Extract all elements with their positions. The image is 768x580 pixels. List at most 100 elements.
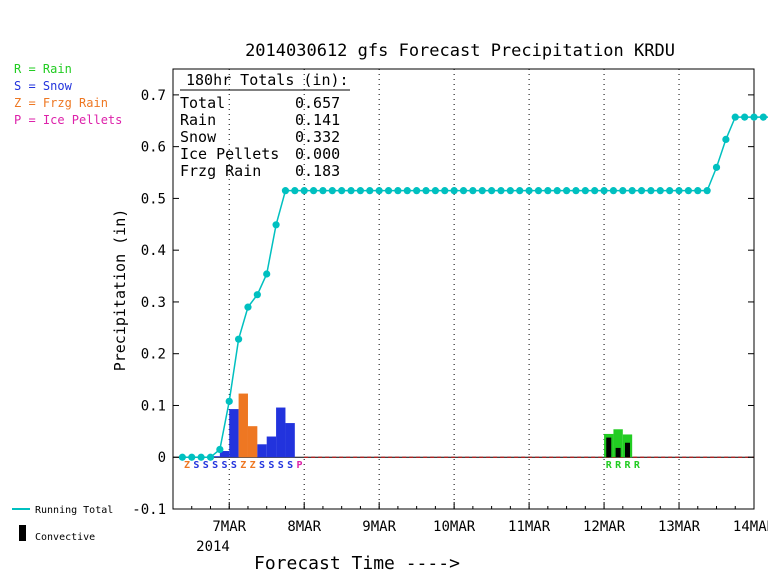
precip-type-letter: S bbox=[231, 460, 237, 471]
running-total-point bbox=[300, 187, 308, 195]
running-total-point bbox=[450, 187, 458, 195]
x-tick-label: 8MAR bbox=[287, 519, 321, 535]
precip-type-letter: S bbox=[212, 460, 218, 471]
y-tick-label: -0.1 bbox=[132, 502, 166, 518]
running-total-point bbox=[637, 187, 646, 195]
running-total-point bbox=[591, 187, 599, 195]
x-axis-ticks: 7MAR 8MAR 9MAR 10MAR 11MAR 12MAR 13MAR 14MAR bbox=[191, 502, 768, 535]
precip-type-letter: S bbox=[259, 460, 265, 471]
running-total-point bbox=[319, 187, 327, 195]
precip-bar-z bbox=[238, 393, 248, 458]
running-total-point bbox=[684, 187, 693, 195]
precip-bar-s bbox=[266, 436, 277, 458]
totals-value-total: 0.657 bbox=[295, 94, 340, 112]
y-tick-label: 0.3 bbox=[141, 295, 166, 311]
x-axis-label: Forecast Time ----> bbox=[254, 553, 460, 574]
running-total-point bbox=[338, 187, 346, 195]
running-total-point bbox=[478, 187, 486, 195]
running-total-legend-label: Running Total bbox=[35, 505, 113, 516]
precip-type-letter: S bbox=[203, 460, 209, 471]
y-tick-label: 0.1 bbox=[141, 398, 166, 414]
running-total-point bbox=[600, 187, 608, 195]
y-axis-label: Precipitation (in) bbox=[111, 209, 129, 372]
running-total-point bbox=[272, 221, 280, 229]
precip-type-letter: S bbox=[193, 460, 199, 471]
x-tick-label: 7MAR bbox=[212, 519, 246, 535]
running-total-point bbox=[263, 270, 271, 278]
precip-bar-z bbox=[247, 426, 258, 458]
running-total-point bbox=[759, 113, 767, 121]
legend-rain: R = Rain bbox=[14, 62, 72, 76]
running-total-point bbox=[234, 335, 243, 343]
running-total-point bbox=[562, 187, 571, 195]
y-axis-ticks: 0.7 0.6 0.5 0.4 0.3 0.2 0.1 0 -0.1 bbox=[132, 88, 754, 518]
running-total-point bbox=[253, 291, 261, 299]
totals-box: 180hr Totals (in): Total 0.657 Rain 0.14… bbox=[180, 71, 350, 180]
running-total-point bbox=[694, 187, 702, 195]
precip-type-letter: R bbox=[634, 460, 641, 471]
running-total-point bbox=[750, 113, 758, 121]
running-total-point bbox=[394, 187, 402, 195]
precip-type-letter: S bbox=[222, 460, 228, 471]
x-tick-label: 11MAR bbox=[508, 519, 551, 535]
running-total-point bbox=[431, 187, 439, 195]
running-total-point bbox=[703, 187, 711, 195]
running-total-point bbox=[656, 187, 664, 195]
running-total-point bbox=[497, 187, 505, 195]
precip-bar-s bbox=[276, 407, 286, 458]
x-tick-label: 9MAR bbox=[362, 519, 396, 535]
precip-type-letter: P bbox=[296, 460, 302, 471]
running-total-point bbox=[675, 187, 683, 195]
running-total-point bbox=[197, 453, 205, 461]
y-tick-label: 0 bbox=[158, 450, 166, 466]
running-total-point bbox=[647, 187, 655, 195]
series-legend: Running Total Convective bbox=[12, 505, 113, 543]
y-tick-label: 0.5 bbox=[141, 191, 166, 207]
x-tick-label: 12MAR bbox=[583, 519, 626, 535]
convective-legend-swatch bbox=[19, 525, 26, 541]
precip-bar-s bbox=[219, 451, 230, 458]
running-total-point bbox=[553, 187, 561, 195]
precip-type-letter: R bbox=[624, 460, 631, 471]
precip-type-letter: Z bbox=[184, 460, 190, 471]
precip-bar-r bbox=[613, 429, 623, 458]
running-total-point bbox=[281, 187, 290, 195]
running-total-point bbox=[188, 453, 196, 461]
running-total-point bbox=[225, 397, 233, 405]
totals-value-rain: 0.141 bbox=[295, 111, 340, 129]
x-tick-label: 14MAR bbox=[733, 519, 768, 535]
running-total-point bbox=[534, 187, 543, 195]
running-total-point bbox=[244, 303, 252, 311]
running-total-point bbox=[572, 187, 580, 195]
precip-type-letter: S bbox=[278, 460, 284, 471]
precip-bar-s bbox=[210, 456, 220, 458]
y-tick-label: 0.4 bbox=[141, 243, 166, 259]
running-total-point bbox=[291, 187, 299, 195]
running-total-point bbox=[628, 187, 636, 195]
precip-type-letter: S bbox=[268, 460, 274, 471]
convective-bar bbox=[606, 437, 612, 458]
running-total-point bbox=[544, 187, 552, 195]
totals-label-rain: Rain bbox=[180, 111, 216, 129]
y-tick-label: 0.2 bbox=[141, 347, 166, 363]
running-total-point bbox=[328, 187, 336, 195]
running-total-point bbox=[741, 113, 749, 121]
convective-bars bbox=[606, 437, 630, 458]
precip-type-letter: R bbox=[606, 460, 613, 471]
day-gridlines bbox=[228, 69, 680, 509]
precip-bar-s bbox=[257, 444, 267, 458]
running-total-point bbox=[609, 187, 618, 195]
x-axis-year: 2014 bbox=[196, 539, 230, 555]
running-total-point bbox=[722, 135, 730, 143]
running-total-point bbox=[712, 163, 721, 171]
x-tick-label: 10MAR bbox=[433, 519, 476, 535]
running-total-point bbox=[731, 113, 739, 121]
convective-legend-label: Convective bbox=[35, 532, 95, 543]
totals-value-frzg-rain: 0.183 bbox=[295, 162, 340, 180]
running-total-series bbox=[178, 113, 768, 461]
precip-bar-s bbox=[285, 423, 295, 458]
legend-frzg-rain: Z = Frzg Rain bbox=[14, 96, 108, 110]
x-tick-label: 13MAR bbox=[658, 519, 701, 535]
